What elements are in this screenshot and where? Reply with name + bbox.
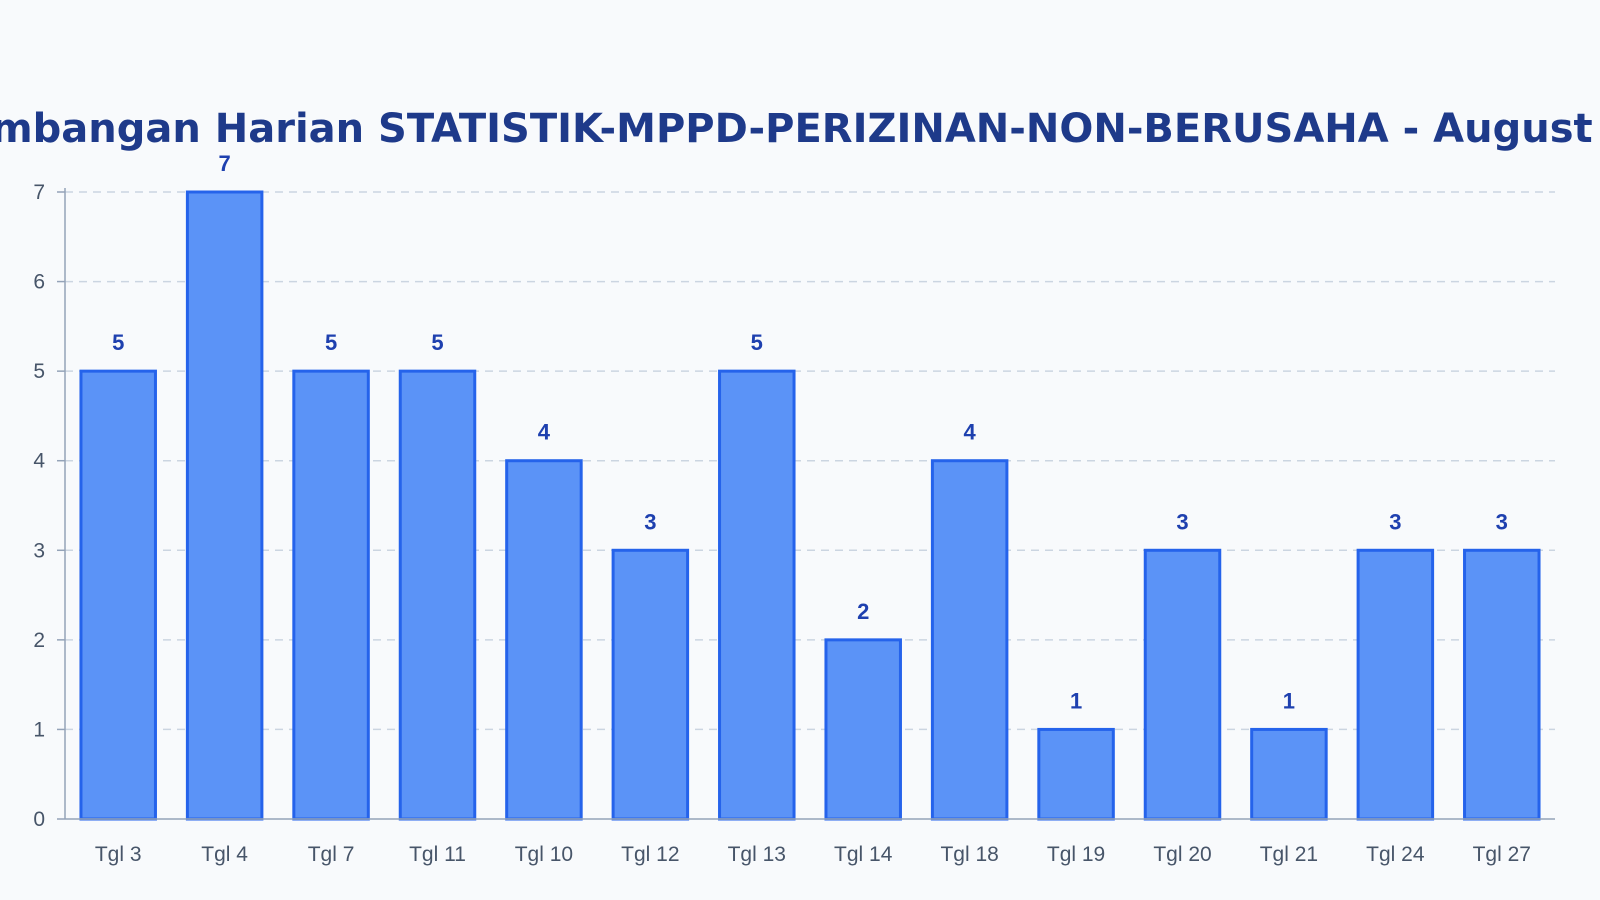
bar-value-label: 3 — [1176, 509, 1188, 534]
x-tick-label: Tgl 3 — [95, 843, 142, 866]
chart-title: Perkembangan Harian STATISTIK-MPPD-PERIZ… — [0, 106, 1600, 152]
bar-value-label: 1 — [1070, 688, 1082, 713]
y-tick-label: 5 — [33, 360, 45, 383]
x-tick-label: Tgl 7 — [308, 843, 355, 866]
x-tick-label: Tgl 18 — [940, 843, 998, 866]
bars — [79, 190, 1541, 821]
x-tick-label: Tgl 21 — [1260, 843, 1318, 866]
bar-tgl-21 — [1250, 727, 1328, 821]
bar-tgl-12 — [611, 548, 690, 821]
bar-value-label: 4 — [538, 420, 551, 445]
bar-value-label: 7 — [219, 151, 231, 176]
y-tick-label: 1 — [33, 718, 45, 741]
bar-value-label: 2 — [857, 599, 869, 624]
bar-value-label: 4 — [964, 420, 977, 445]
bar-value-label: 3 — [644, 509, 656, 534]
bar-value-label: 5 — [325, 330, 337, 355]
bar-value-label: 1 — [1283, 688, 1295, 713]
bar-tgl-13 — [718, 369, 796, 821]
bar-tgl-20 — [1143, 548, 1222, 821]
bar-tgl-27 — [1463, 548, 1541, 821]
x-tick-label: Tgl 12 — [621, 843, 679, 866]
x-tick-label: Tgl 11 — [409, 843, 466, 866]
y-tick-label: 7 — [33, 181, 45, 204]
bar-tgl-3 — [79, 369, 157, 821]
bar-tgl-7 — [292, 369, 370, 821]
x-tick-label: Tgl 14 — [834, 843, 893, 866]
x-tick-label: Tgl 10 — [515, 843, 573, 866]
gridlines — [65, 191, 1555, 731]
y-tick-label: 2 — [33, 629, 45, 652]
x-tick-label: Tgl 4 — [201, 843, 248, 866]
bar-tgl-19 — [1037, 727, 1115, 821]
x-tick-label: Tgl 27 — [1473, 843, 1531, 866]
bar-value-label: 3 — [1496, 509, 1508, 534]
bar-tgl-11 — [398, 369, 477, 821]
x-tick-label: Tgl 24 — [1366, 843, 1425, 866]
bar-value-label: 5 — [751, 330, 763, 355]
bar-tgl-14 — [824, 638, 902, 821]
y-tick-label: 4 — [33, 450, 45, 473]
data-labels: 5 7 5 5 4 3 5 2 4 1 3 1 3 3 — [112, 151, 1508, 713]
bar-value-label: 5 — [431, 330, 443, 355]
y-tick-label: 0 — [33, 808, 45, 831]
bar-tgl-4 — [185, 190, 264, 821]
bar-value-label: 5 — [112, 330, 124, 355]
y-tick-label: 6 — [33, 271, 45, 294]
bar-tgl-18 — [930, 459, 1009, 821]
bar-tgl-24 — [1356, 548, 1435, 821]
x-tick-label: Tgl 13 — [728, 843, 786, 866]
y-tick-label: 3 — [33, 539, 45, 562]
x-tick-label: Tgl 20 — [1153, 843, 1211, 866]
bar-value-label: 3 — [1389, 509, 1401, 534]
axes: 0 1 2 3 4 5 6 7 Tgl 3 Tgl 4 Tgl 7 Tgl 11 Tgl 10 Tgl 1… — [33, 181, 1555, 866]
bar-tgl-10 — [505, 459, 583, 821]
x-tick-label: Tgl 19 — [1047, 843, 1105, 866]
